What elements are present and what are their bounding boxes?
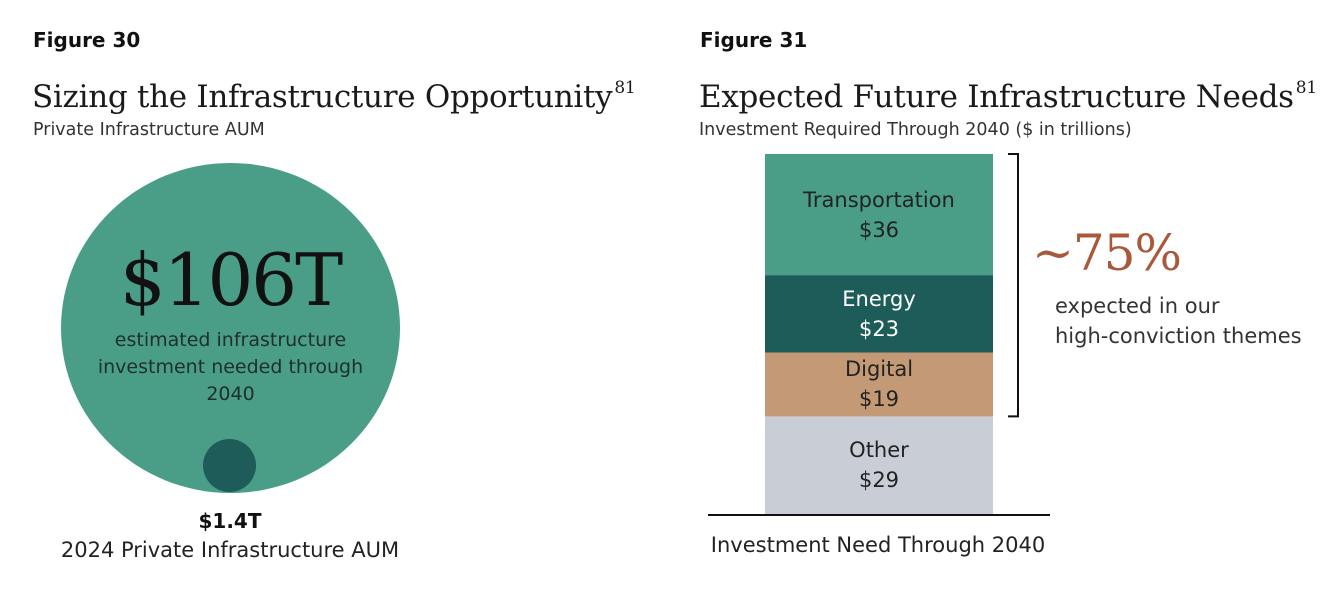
segment-label-digital: Digital $19 bbox=[765, 354, 993, 414]
segment-value-energy: $23 bbox=[858, 316, 900, 341]
figure-30-title-text: Sizing the Infrastructure Opportunity bbox=[32, 79, 613, 115]
figure-30-footnote: 81 bbox=[614, 78, 636, 98]
small-bubble-caption: 2024 Private Infrastructure AUM bbox=[60, 538, 400, 562]
x-axis-label: Investment Need Through 2040 bbox=[710, 533, 1046, 557]
figure-30-label: Figure 30 bbox=[33, 28, 141, 52]
bar-segment-other bbox=[765, 416, 993, 514]
figure-31-footnote: 81 bbox=[1295, 78, 1317, 98]
figure-31-label: Figure 31 bbox=[700, 28, 808, 52]
bracket-percent: ~75% bbox=[1032, 224, 1182, 282]
big-bubble-value: $106T bbox=[119, 238, 343, 322]
bracket bbox=[1008, 153, 1019, 418]
segment-name-transportation: Transportation bbox=[803, 187, 955, 212]
segment-name-other: Other bbox=[849, 438, 909, 463]
figure-31-subtitle: Investment Required Through 2040 ($ in t… bbox=[699, 120, 1132, 140]
bracket-caption: expected in our high-conviction themes bbox=[1055, 291, 1302, 351]
bracket-caption-line-1: expected in our bbox=[1055, 294, 1220, 318]
small-bubble-value: $1.4T bbox=[198, 509, 262, 533]
small-bubble bbox=[203, 439, 256, 492]
figure-30-subtitle: Private Infrastructure AUM bbox=[33, 120, 265, 140]
figure-30: Figure 30 Sizing the Infrastructure Oppo… bbox=[0, 0, 660, 614]
figure-31-title-text: Expected Future Infrastructure Needs bbox=[699, 79, 1294, 115]
segment-name-energy: Energy bbox=[842, 286, 916, 311]
figure-31-title: Expected Future Infrastructure Needs 81 bbox=[699, 78, 1317, 115]
segment-value-other: $29 bbox=[858, 468, 900, 493]
segment-value-digital: $19 bbox=[858, 387, 900, 412]
bracket-caption-line-2: high-conviction themes bbox=[1055, 324, 1302, 348]
segment-label-energy: Energy $23 bbox=[765, 284, 993, 344]
big-bubble-caption: estimated infrastructure investment need… bbox=[97, 329, 364, 405]
segment-label-transportation: Transportation $36 bbox=[765, 185, 993, 245]
bar-segment-energy bbox=[765, 275, 993, 353]
bar-segment-digital bbox=[765, 352, 993, 417]
segment-value-transportation: $36 bbox=[858, 217, 900, 242]
segment-label-other: Other $29 bbox=[765, 435, 993, 495]
segment-name-digital: Digital bbox=[844, 357, 914, 382]
big-bubble bbox=[61, 163, 400, 493]
figure-30-title: Sizing the Infrastructure Opportunity 81 bbox=[32, 78, 636, 115]
bar-segment-transportation bbox=[765, 154, 993, 276]
